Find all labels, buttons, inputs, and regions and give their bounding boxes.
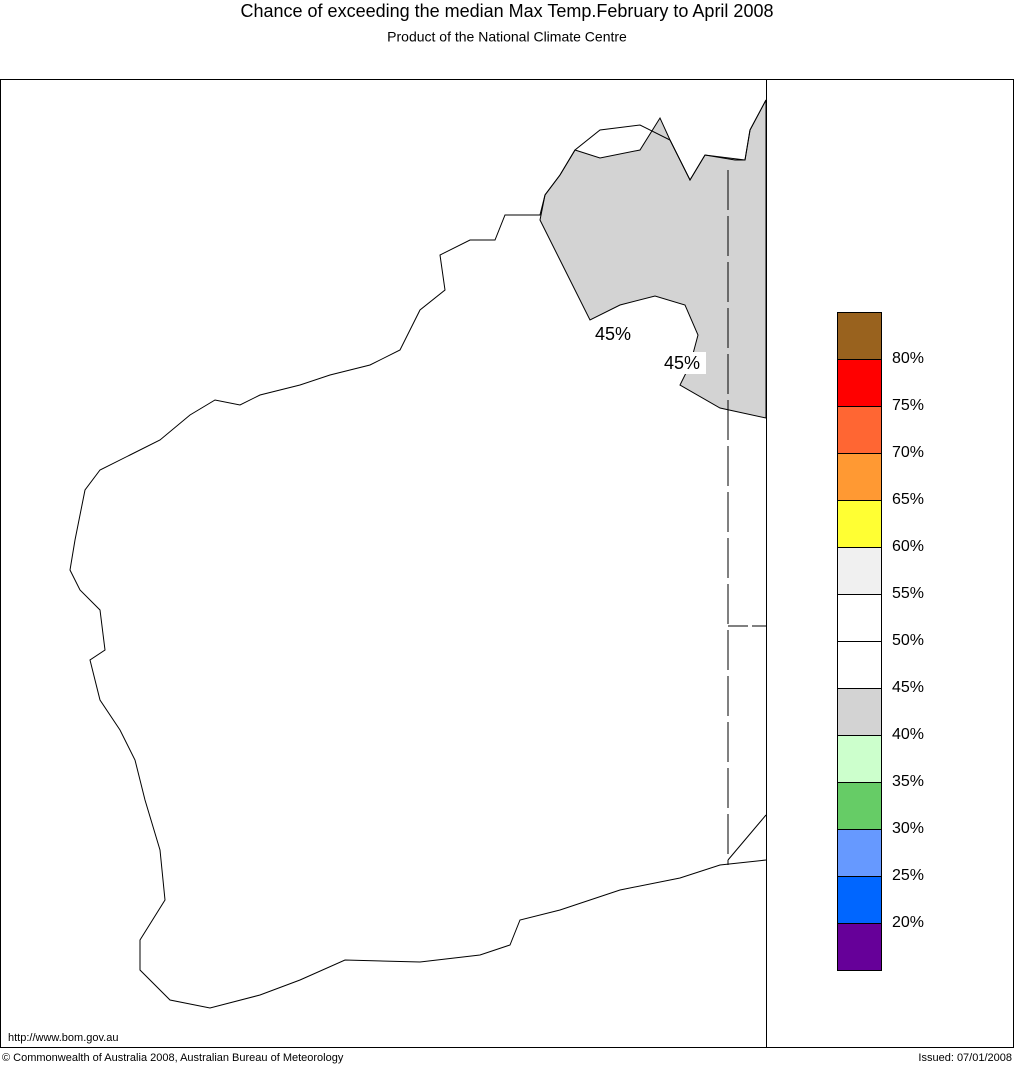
label-bg	[590, 323, 636, 345]
subtitle: Product of the National Climate Centre	[387, 29, 627, 45]
legend-swatch	[837, 594, 882, 642]
title: Chance of exceeding the median Max Temp.…	[241, 1, 774, 21]
legend-swatch	[837, 547, 882, 595]
legend-swatch	[837, 453, 882, 501]
coastline	[69, 99, 767, 1009]
legend-label: 65%	[892, 491, 924, 508]
issued: Issued: 07/01/2008	[918, 1052, 1012, 1064]
legend-swatch	[837, 782, 882, 830]
url: http://www.bom.gov.au	[8, 1032, 118, 1044]
legend-swatch	[837, 829, 882, 877]
legend-swatch	[837, 312, 882, 360]
contour-label: 45%	[595, 324, 631, 344]
legend-label: 60%	[892, 538, 924, 555]
legend-swatch	[837, 735, 882, 783]
legend: 80% 75% 70% 65% 60% 55% 50% 45% 40% 35% 30% 25% 20%	[837, 312, 924, 971]
legend-swatch	[837, 641, 882, 689]
legend-swatch	[837, 359, 882, 407]
legend-label: 20%	[892, 914, 924, 931]
legend-label: 40%	[892, 726, 924, 743]
legend-label: 75%	[892, 397, 924, 414]
legend-label: 35%	[892, 773, 924, 790]
label-bg	[658, 352, 706, 374]
legend-swatch	[837, 500, 882, 548]
legend-label: 70%	[892, 444, 924, 461]
legend-swatch	[837, 406, 882, 454]
legend-label: 45%	[892, 679, 924, 696]
legend-label: 80%	[892, 350, 924, 367]
legend-swatch	[837, 923, 882, 971]
legend-swatch	[837, 688, 882, 736]
legend-label: 30%	[892, 820, 924, 837]
legend-label: 55%	[892, 585, 924, 602]
contour-label: 45%	[664, 353, 700, 373]
legend-label: 50%	[892, 632, 924, 649]
copyright: © Commonwealth of Australia 2008, Austra…	[2, 1052, 344, 1064]
legend-label: 25%	[892, 867, 924, 884]
state-border	[727, 814, 767, 861]
legend-swatch	[837, 876, 882, 924]
